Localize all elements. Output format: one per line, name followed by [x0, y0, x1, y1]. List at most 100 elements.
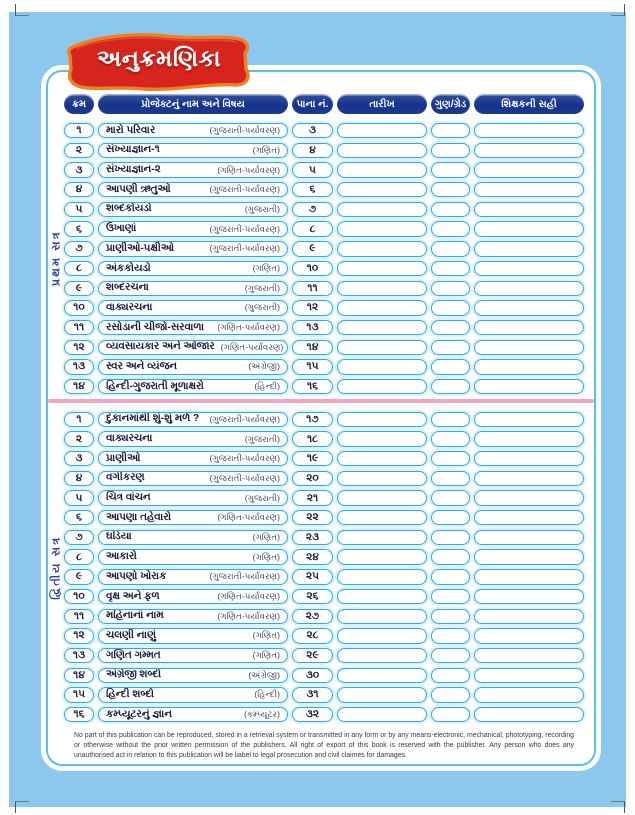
grade-cell[interactable] [431, 300, 470, 316]
grade-cell[interactable] [431, 490, 470, 506]
grade-cell[interactable] [431, 411, 470, 428]
signature-cell[interactable] [474, 339, 584, 355]
signature-cell[interactable] [474, 411, 584, 428]
date-cell[interactable] [337, 221, 427, 237]
signature-cell[interactable] [474, 667, 584, 683]
grade-cell[interactable] [431, 359, 470, 375]
date-cell[interactable] [337, 628, 427, 644]
signature-cell[interactable] [474, 490, 584, 506]
date-cell[interactable] [337, 431, 427, 447]
date-cell[interactable] [337, 647, 427, 664]
date-cell[interactable] [337, 201, 427, 218]
date-cell[interactable] [337, 241, 427, 257]
grade-cell[interactable] [431, 431, 470, 447]
grade-cell[interactable] [431, 319, 470, 336]
grade-cell[interactable] [431, 182, 470, 198]
grade-cell[interactable] [431, 260, 470, 277]
signature-cell[interactable] [474, 510, 584, 526]
grade-cell[interactable] [431, 339, 470, 355]
page-number-cell: ૧૧ [292, 280, 333, 296]
grade-cell[interactable] [431, 687, 470, 703]
grade-cell[interactable] [431, 451, 470, 467]
table-row: ૧૨ વ્યવસાયકાર અને ઓજાર (ગણિત-પર્યાવરણ) ૧૪ [64, 339, 584, 355]
date-cell[interactable] [337, 667, 427, 683]
date-cell[interactable] [337, 549, 427, 565]
date-cell[interactable] [337, 588, 427, 605]
table-row: ૧૨ ચલણી નાણું (ગણિત) ૨૮ [64, 628, 584, 644]
signature-cell[interactable] [474, 300, 584, 316]
grade-cell[interactable] [431, 569, 470, 585]
signature-cell[interactable] [474, 687, 584, 703]
date-cell[interactable] [337, 319, 427, 336]
grade-cell[interactable] [431, 162, 470, 178]
grade-cell[interactable] [431, 221, 470, 237]
signature-cell[interactable] [474, 569, 584, 585]
table-row: ૧૦ વાક્યરચના (ગુજરાતી) ૧૨ [64, 300, 584, 316]
grade-cell[interactable] [431, 667, 470, 683]
signature-cell[interactable] [474, 588, 584, 605]
grade-cell[interactable] [431, 647, 470, 664]
signature-cell[interactable] [474, 451, 584, 467]
signature-cell[interactable] [474, 608, 584, 624]
signature-cell[interactable] [474, 706, 584, 723]
grade-cell[interactable] [431, 142, 470, 159]
grade-cell[interactable] [431, 706, 470, 723]
grade-cell[interactable] [431, 201, 470, 218]
date-cell[interactable] [337, 260, 427, 277]
grade-cell[interactable] [431, 588, 470, 605]
date-cell[interactable] [337, 300, 427, 316]
grade-cell[interactable] [431, 470, 470, 487]
signature-cell[interactable] [474, 470, 584, 487]
project-name: કમ્પ્યૂટરનું જ્ઞાન [106, 708, 172, 720]
signature-cell[interactable] [474, 359, 584, 375]
signature-cell[interactable] [474, 201, 584, 218]
date-cell[interactable] [337, 162, 427, 178]
signature-cell[interactable] [474, 431, 584, 447]
date-cell[interactable] [337, 359, 427, 375]
date-cell[interactable] [337, 687, 427, 703]
signature-cell[interactable] [474, 260, 584, 277]
date-cell[interactable] [337, 529, 427, 546]
signature-cell[interactable] [474, 319, 584, 336]
date-cell[interactable] [337, 569, 427, 585]
date-cell[interactable] [337, 608, 427, 624]
serial-cell: ૧ [64, 123, 94, 139]
signature-cell[interactable] [474, 529, 584, 546]
signature-cell[interactable] [474, 142, 584, 159]
signature-cell[interactable] [474, 182, 584, 198]
signature-cell[interactable] [474, 241, 584, 257]
grade-cell[interactable] [431, 378, 470, 395]
signature-cell[interactable] [474, 549, 584, 565]
table-row: ૯ શબ્દરચના (ગુજરાતી) ૧૧ [64, 280, 584, 296]
signature-cell[interactable] [474, 378, 584, 395]
grade-cell[interactable] [431, 510, 470, 526]
date-cell[interactable] [337, 142, 427, 159]
date-cell[interactable] [337, 470, 427, 487]
grade-cell[interactable] [431, 549, 470, 565]
grade-cell[interactable] [431, 123, 470, 139]
date-cell[interactable] [337, 182, 427, 198]
signature-cell[interactable] [474, 123, 584, 139]
date-cell[interactable] [337, 510, 427, 526]
signature-cell[interactable] [474, 221, 584, 237]
grade-cell[interactable] [431, 628, 470, 644]
signature-cell[interactable] [474, 162, 584, 178]
date-cell[interactable] [337, 490, 427, 506]
date-cell[interactable] [337, 706, 427, 723]
date-cell[interactable] [337, 339, 427, 355]
grade-cell[interactable] [431, 241, 470, 257]
signature-cell[interactable] [474, 647, 584, 664]
grade-cell[interactable] [431, 608, 470, 624]
signature-cell[interactable] [474, 628, 584, 644]
signature-cell[interactable] [474, 280, 584, 296]
date-cell[interactable] [337, 451, 427, 467]
date-cell[interactable] [337, 378, 427, 395]
date-cell[interactable] [337, 280, 427, 296]
date-cell[interactable] [337, 123, 427, 139]
project-subject: (ગણિત) [252, 551, 280, 562]
serial-cell: ૫ [64, 201, 94, 218]
grade-cell[interactable] [431, 529, 470, 546]
grade-cell[interactable] [431, 280, 470, 296]
date-cell[interactable] [337, 411, 427, 428]
serial-cell: ૬ [64, 510, 94, 526]
